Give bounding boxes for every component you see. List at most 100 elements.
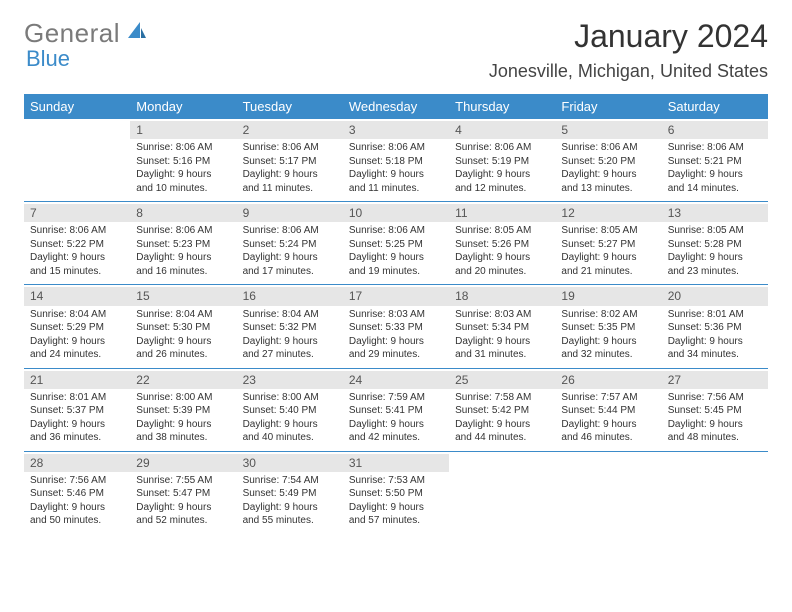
day-cell: 3Sunrise: 8:06 AMSunset: 5:18 PMDaylight…	[343, 119, 449, 202]
sunset-line: Sunset: 5:28 PM	[668, 238, 762, 252]
day-cell: 27 Sunrise: 7:56 AMSunset: 5:45 PMDayligh…	[662, 368, 768, 451]
sunrise-line: Sunrise: 8:06 AM	[136, 224, 230, 238]
day-cell: 14Sunrise: 8:04 AMSunset: 5:29 PMDayligh…	[24, 285, 130, 368]
sunrise-line: Sunrise: 8:04 AM	[136, 308, 230, 322]
day-header: Tuesday	[237, 94, 343, 119]
logo-word1: General	[24, 18, 120, 49]
daylight-line: Daylight: 9 hours and 42 minutes.	[349, 418, 443, 445]
day-number: 5	[555, 121, 661, 139]
day-cell: 12Sunrise: 8:05 AMSunset: 5:27 PMDayligh…	[555, 202, 661, 285]
sunrise-line: Sunrise: 8:04 AM	[243, 308, 337, 322]
day-cell: 17Sunrise: 8:03 AMSunset: 5:33 PMDayligh…	[343, 285, 449, 368]
sunrise-line: Sunrise: 7:54 AM	[243, 474, 337, 488]
sunrise-line: Sunrise: 8:06 AM	[349, 141, 443, 155]
sunset-line: Sunset: 5:45 PM	[668, 404, 762, 418]
sunset-line: Sunset: 5:21 PM	[668, 155, 762, 169]
day-cell	[555, 451, 661, 534]
daylight-line: Daylight: 9 hours and 55 minutes.	[243, 501, 337, 528]
sunset-line: Sunset: 5:44 PM	[561, 404, 655, 418]
sunset-line: Sunset: 5:47 PM	[136, 487, 230, 501]
day-number: 27	[662, 371, 768, 389]
daylight-line: Daylight: 9 hours and 20 minutes.	[455, 251, 549, 278]
logo-word2: Blue	[26, 46, 70, 71]
daylight-line: Daylight: 9 hours and 19 minutes.	[349, 251, 443, 278]
daylight-line: Daylight: 9 hours and 10 minutes.	[136, 168, 230, 195]
day-cell: 1Sunrise: 8:06 AMSunset: 5:16 PMDaylight…	[130, 119, 236, 202]
daylight-line: Daylight: 9 hours and 14 minutes.	[668, 168, 762, 195]
sunrise-line: Sunrise: 8:05 AM	[561, 224, 655, 238]
sunrise-line: Sunrise: 7:59 AM	[349, 391, 443, 405]
day-cell: 2Sunrise: 8:06 AMSunset: 5:17 PMDaylight…	[237, 119, 343, 202]
day-number: 21	[24, 371, 130, 389]
sunset-line: Sunset: 5:17 PM	[243, 155, 337, 169]
sunrise-line: Sunrise: 8:06 AM	[668, 141, 762, 155]
sunset-line: Sunset: 5:34 PM	[455, 321, 549, 335]
daylight-line: Daylight: 9 hours and 26 minutes.	[136, 335, 230, 362]
sunset-line: Sunset: 5:35 PM	[561, 321, 655, 335]
sunset-line: Sunset: 5:30 PM	[136, 321, 230, 335]
sunrise-line: Sunrise: 8:01 AM	[668, 308, 762, 322]
sunrise-line: Sunrise: 8:06 AM	[243, 224, 337, 238]
day-cell: 6Sunrise: 8:06 AMSunset: 5:21 PMDaylight…	[662, 119, 768, 202]
sunrise-line: Sunrise: 8:05 AM	[455, 224, 549, 238]
daylight-line: Daylight: 9 hours and 15 minutes.	[30, 251, 124, 278]
daylight-line: Daylight: 9 hours and 17 minutes.	[243, 251, 337, 278]
sunset-line: Sunset: 5:40 PM	[243, 404, 337, 418]
sunrise-line: Sunrise: 8:06 AM	[30, 224, 124, 238]
sunrise-line: Sunrise: 8:04 AM	[30, 308, 124, 322]
day-number: 28	[24, 454, 130, 472]
day-number: 16	[237, 287, 343, 305]
logo-sail-icon	[126, 20, 148, 45]
sunrise-line: Sunrise: 7:56 AM	[668, 391, 762, 405]
day-number: 31	[343, 454, 449, 472]
daylight-line: Daylight: 9 hours and 27 minutes.	[243, 335, 337, 362]
day-cell: 28Sunrise: 7:56 AMSunset: 5:46 PMDayligh…	[24, 451, 130, 534]
day-cell: 7Sunrise: 8:06 AMSunset: 5:22 PMDaylight…	[24, 202, 130, 285]
calendar-body: 1Sunrise: 8:06 AMSunset: 5:16 PMDaylight…	[24, 119, 768, 534]
sunrise-line: Sunrise: 8:06 AM	[136, 141, 230, 155]
day-cell: 21Sunrise: 8:01 AMSunset: 5:37 PMDayligh…	[24, 368, 130, 451]
sunrise-line: Sunrise: 8:05 AM	[668, 224, 762, 238]
sunset-line: Sunset: 5:24 PM	[243, 238, 337, 252]
day-cell: 10Sunrise: 8:06 AMSunset: 5:25 PMDayligh…	[343, 202, 449, 285]
day-cell	[449, 451, 555, 534]
sunrise-line: Sunrise: 8:00 AM	[136, 391, 230, 405]
day-number: 14	[24, 287, 130, 305]
daylight-line: Daylight: 9 hours and 40 minutes.	[243, 418, 337, 445]
header: General January 2024 Jonesville, Michiga…	[0, 0, 792, 86]
day-cell: 8Sunrise: 8:06 AMSunset: 5:23 PMDaylight…	[130, 202, 236, 285]
sunrise-line: Sunrise: 8:00 AM	[243, 391, 337, 405]
sunrise-line: Sunrise: 7:56 AM	[30, 474, 124, 488]
day-number: 24	[343, 371, 449, 389]
sunset-line: Sunset: 5:33 PM	[349, 321, 443, 335]
day-cell: 22Sunrise: 8:00 AMSunset: 5:39 PMDayligh…	[130, 368, 236, 451]
sunset-line: Sunset: 5:18 PM	[349, 155, 443, 169]
sunset-line: Sunset: 5:23 PM	[136, 238, 230, 252]
sunrise-line: Sunrise: 8:06 AM	[561, 141, 655, 155]
day-number: 4	[449, 121, 555, 139]
sunset-line: Sunset: 5:25 PM	[349, 238, 443, 252]
day-cell	[24, 119, 130, 202]
day-cell: 30Sunrise: 7:54 AMSunset: 5:49 PMDayligh…	[237, 451, 343, 534]
day-cell: 29Sunrise: 7:55 AMSunset: 5:47 PMDayligh…	[130, 451, 236, 534]
day-number: 29	[130, 454, 236, 472]
day-number: 23	[237, 371, 343, 389]
day-header: Thursday	[449, 94, 555, 119]
day-number: 17	[343, 287, 449, 305]
day-header: Saturday	[662, 94, 768, 119]
daylight-line: Daylight: 9 hours and 29 minutes.	[349, 335, 443, 362]
week-row: 21Sunrise: 8:01 AMSunset: 5:37 PMDayligh…	[24, 368, 768, 451]
daylight-line: Daylight: 9 hours and 48 minutes.	[668, 418, 762, 445]
day-cell: 26Sunrise: 7:57 AMSunset: 5:44 PMDayligh…	[555, 368, 661, 451]
sunset-line: Sunset: 5:32 PM	[243, 321, 337, 335]
sunrise-line: Sunrise: 8:06 AM	[349, 224, 443, 238]
daylight-line: Daylight: 9 hours and 11 minutes.	[243, 168, 337, 195]
day-cell: 23 Sunrise: 8:00 AMSunset: 5:40 PMDayligh…	[237, 368, 343, 451]
month-title: January 2024	[489, 18, 768, 55]
daylight-line: Daylight: 9 hours and 31 minutes.	[455, 335, 549, 362]
sunset-line: Sunset: 5:46 PM	[30, 487, 124, 501]
sunset-line: Sunset: 5:29 PM	[30, 321, 124, 335]
day-cell: 16 Sunrise: 8:04 AMSunset: 5:32 PMDayligh…	[237, 285, 343, 368]
day-number: 22	[130, 371, 236, 389]
day-number: 3	[343, 121, 449, 139]
